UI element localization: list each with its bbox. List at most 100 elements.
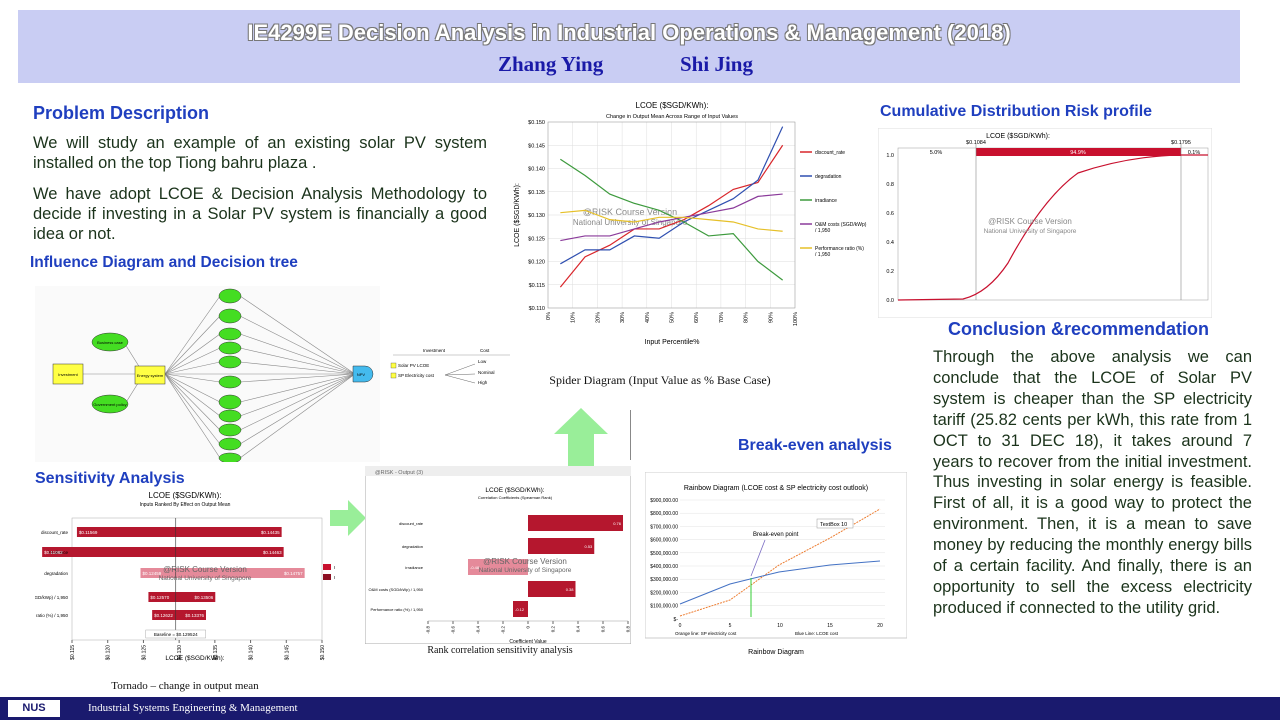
- y-tick-label: $-: [674, 617, 679, 623]
- y-tick-label: $900,000.00: [650, 498, 678, 504]
- footer-text: Industrial Systems Engineering & Managem…: [88, 702, 298, 714]
- row-label: degradation: [402, 544, 423, 549]
- x-tick-label: -0.2: [501, 626, 506, 634]
- rank-chart: @RISK - Output (3) LCOE ($SGD/KWh): Corr…: [365, 466, 631, 644]
- x-tick-label: 0.2: [551, 626, 556, 633]
- bar: [76, 527, 282, 537]
- arrow-right: [330, 500, 366, 536]
- watermark: National University of Singapore: [479, 567, 572, 574]
- series-line: [560, 193, 783, 242]
- watermark: @RISK Course Version: [163, 565, 247, 574]
- chart-subtitle: Inputs Ranked By Effect on Output Mean: [140, 502, 231, 508]
- x-tick-label: -0.6: [451, 626, 456, 634]
- caption: Rainbow Diagram: [748, 649, 804, 656]
- x-tick-label: 50%: [670, 312, 676, 323]
- bar: [468, 559, 528, 575]
- series-line: [560, 158, 784, 281]
- value-label: $0.13506: [195, 595, 214, 600]
- legend-label: Input High: [334, 565, 335, 570]
- arcs: [80, 295, 356, 459]
- lcoe-line: [679, 560, 881, 605]
- watermark: @RISK Course Version: [583, 207, 677, 217]
- plot-frame: [71, 517, 323, 641]
- tree-branch: High: [478, 380, 488, 385]
- cdf-curve: [897, 154, 1208, 301]
- node-label: Energy system: [137, 373, 164, 378]
- plot-frame: [547, 121, 796, 309]
- legend-label: O&M costs (SGD/kWp)/ 1,950: [815, 222, 867, 234]
- y-tick-label: $300,000.00: [650, 577, 678, 583]
- paragraph: Through the above analysis we can conclu…: [933, 348, 1252, 617]
- paragraph: We will study an example of an existing …: [33, 134, 487, 172]
- x-tick-label: 10: [777, 623, 783, 629]
- value-label: -0.12: [515, 607, 525, 612]
- value-label: $0.13376: [185, 613, 204, 618]
- value-label: $0.14435: [261, 530, 280, 535]
- x-tick-label: 0.4: [576, 626, 581, 633]
- chart-subtitle: Change in Output Mean Across Range of In…: [606, 114, 738, 120]
- marker-label: $0.1795: [1171, 140, 1191, 146]
- window-title: @RISK - Output (3): [375, 470, 423, 476]
- tick-label: 1.0: [886, 153, 894, 159]
- sp-line: [679, 508, 881, 617]
- chart-subtitle: Correlation Coefficients (Spearman Rank): [478, 495, 553, 500]
- x-tick-label: $0.130: [177, 645, 183, 661]
- bar: [42, 547, 284, 557]
- y-tick-label: $0.120: [528, 260, 545, 266]
- value-label: 0.76: [613, 521, 622, 526]
- watermark: National University of Singapore: [573, 218, 688, 227]
- divider: [630, 410, 631, 460]
- rainbow-chart: Rainbow Diagram (LCOE cost & SP electric…: [645, 472, 907, 656]
- value-label: $0.12622: [154, 613, 173, 618]
- value-label: 0.38: [566, 587, 575, 592]
- baseline-label: Baseline = $0.129524: [154, 632, 198, 637]
- legend-label: Performance ratio (%)/ 1,950: [815, 246, 864, 258]
- tick-label: 0.6: [886, 211, 894, 217]
- header: IE4299E Decision Analysis in Industrial …: [18, 10, 1240, 83]
- y-tick-label: $200,000.00: [650, 590, 678, 596]
- tree-branch: Nominal: [478, 370, 495, 375]
- x-tick-label: 0.8: [626, 626, 631, 633]
- x-tick-label: $0.145: [284, 645, 290, 661]
- x-tick-label: 0: [526, 626, 531, 629]
- x-axis-title: LCOE ($SGD/KWh):: [165, 655, 224, 662]
- tree-option: SP Electricity cost: [398, 373, 435, 378]
- x-axis-title: Input Percentile%: [645, 339, 700, 346]
- heading: Cumulative Distribution Risk profile: [880, 103, 1153, 120]
- heading: Sensitivity Analysis: [35, 470, 185, 487]
- x-tick-label: 70%: [719, 312, 725, 323]
- x-tick-label: 80%: [744, 312, 750, 323]
- marker-label: $0.1084: [966, 140, 986, 146]
- y-tick-label: $0.110: [529, 306, 545, 312]
- value-label: -0.48: [470, 565, 480, 570]
- chart-title: LCOE ($SGD/KWh):: [986, 133, 1050, 140]
- legend-label: discount_rate: [815, 150, 845, 156]
- x-tick-label: 60%: [694, 312, 700, 323]
- chart-title: Rainbow Diagram (LCOE cost & SP electric…: [684, 485, 868, 492]
- y-ticks: 1.0 0.8 0.6 0.4 0.2 0.0: [886, 153, 894, 304]
- chart-title: LCOE ($SGD/KWh):: [636, 101, 709, 110]
- y-tick-label: $800,000.00: [650, 511, 678, 517]
- decision-node: [134, 365, 166, 385]
- watermark: National University of Singapore: [159, 575, 252, 582]
- title: IE4299E Decision Analysis in Industrial …: [247, 20, 1011, 45]
- legend-label: degradation: [815, 174, 842, 180]
- x-tick-label: $0.115: [70, 645, 76, 660]
- bar: [528, 515, 623, 531]
- tree-header: Cost: [480, 348, 490, 353]
- node-labels: Investment Business case Government poli…: [58, 340, 365, 407]
- caption: Rank correlation sensitivity analysis: [427, 645, 573, 656]
- y-tick-label: $400,000.00: [650, 564, 678, 570]
- x-tick-label: 10%: [571, 312, 577, 323]
- value-label: $0.12459: [143, 571, 162, 576]
- decision-node: [52, 363, 84, 385]
- x-tick-label: 90%: [768, 312, 774, 323]
- x-tick-label: 15: [827, 623, 833, 629]
- x-tick-label: $0.150: [320, 645, 326, 661]
- tree-option: Solar PV LCOE: [398, 363, 429, 368]
- value-label: $0.14757: [284, 571, 303, 576]
- heading: Problem Description: [33, 103, 210, 123]
- influence-diagram: Investment Business case Government poli…: [35, 286, 510, 462]
- x-tick-label: 0.6: [601, 626, 606, 633]
